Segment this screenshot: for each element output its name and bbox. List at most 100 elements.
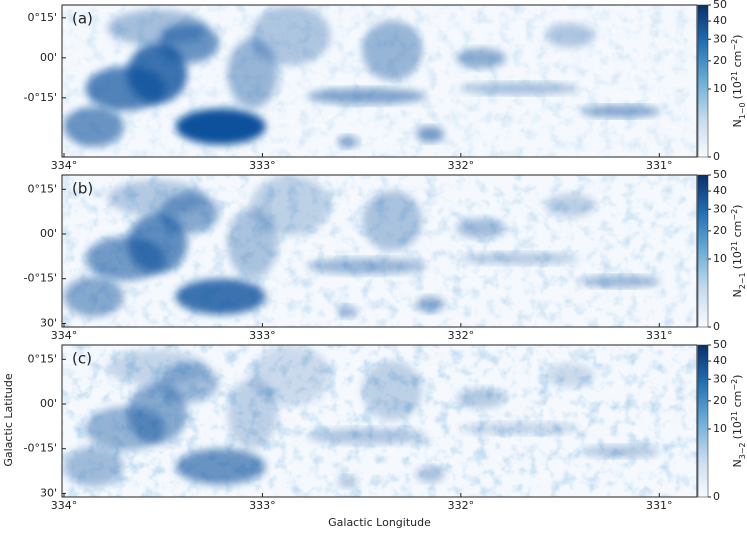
map-image [62,5,697,157]
colorbar-label-part: N [731,289,744,297]
x-tick-label: 332° [448,329,475,342]
colorbar-tick-label: 10 [713,252,727,265]
colorbar-tick-label: 50 [713,168,727,181]
map-feature [362,360,423,421]
y-tick-label: -0°15' [24,272,58,285]
map-image [62,175,697,327]
map-image [62,345,697,497]
map-feature [362,190,423,251]
y-tick-label: 00' [40,397,57,410]
map-feature [459,252,580,265]
plot-frame [61,174,698,328]
colorbar-tick-label: 50 [713,338,727,351]
colorbar-label-part: 1−0 [738,102,747,119]
x-tick-label: 334° [51,499,78,512]
colorbar-tick-label: 30 [713,372,727,385]
map-feature [580,275,661,288]
colorbar-tick-label: 20 [713,224,727,237]
colorbar-tick-label: 20 [713,394,727,407]
colorbar-tick-label: 0 [713,320,720,333]
panel-label: (c) [72,350,92,368]
colorbar-tick-label: 10 [713,422,727,435]
x-tick-label: 331° [646,329,673,342]
map-feature [107,179,208,216]
colorbar-label-part: −2 [730,379,739,391]
panel-label: (a) [72,10,93,28]
colorbar-label-part: 21 [730,411,739,421]
colorbar-tick-label: 10 [713,82,727,95]
map-feature [337,135,358,148]
map-feature [175,108,266,145]
plot-frame [61,4,698,158]
y-tick-label: -0°15' [24,91,58,104]
colorbar-label-part: −2 [730,209,739,221]
map-feature [63,446,124,487]
map-feature [545,23,595,48]
y-tick-label: 00' [40,51,57,64]
map-feature [306,88,427,105]
colorbar-label-part: ) [731,375,744,379]
y-tick-label: 30' [40,486,57,499]
map-feature [175,278,266,315]
colorbar-tick-label: 20 [713,54,727,67]
colorbar-label-part: 21 [730,71,739,81]
x-axis-label: Galactic Longitude [328,516,431,529]
map-feature [306,258,427,275]
x-tick-label: 333° [249,159,276,172]
y-tick-label: 00' [40,227,57,240]
x-tick-label: 332° [448,159,475,172]
colorbar-label-part: 3−2 [738,442,747,459]
colorbar-tick-label: 30 [713,32,727,45]
x-tick-label: 334° [51,159,78,172]
map-feature [456,388,507,409]
y-axis-label: Galactic Latitude [2,373,15,467]
panel: 334° 333° 332° 331°0°15'00'-0°15'30'(c)0102… [2,338,747,529]
map-feature [456,218,507,239]
colorbar-label-part: ) [731,35,744,39]
map-feature [250,175,331,236]
colorbar [697,4,709,158]
map-feature [63,106,124,147]
map-feature [545,363,595,388]
map-feature [337,475,358,488]
map-feature [306,428,427,445]
colorbar-tick-label: 50 [713,0,727,11]
colorbar [697,174,709,328]
map-feature [545,193,595,218]
map-feature [337,305,358,318]
map-feature [416,466,445,483]
x-tick-label: 333° [249,499,276,512]
colorbar-label-part: N [731,459,744,467]
map-feature [416,126,445,143]
colorbar-label: N3−2 (1021 cm−2) [730,375,747,468]
x-tick-label: 334° [51,329,78,342]
colorbar-tick-label: 40 [713,14,727,27]
panel: 334° 333° 332° 331° 0°15' 00' -0°15' (a) 0 10 20 30… [24,0,747,172]
colorbar-tick-label: 0 [713,150,720,163]
colorbar-label-part: (10 [731,81,744,99]
map-feature [63,276,124,317]
colorbar-label-part: −2 [730,39,739,51]
map-feature [250,5,331,66]
x-tick-label: 333° [249,329,276,342]
colorbar-tick-label: 40 [713,354,727,367]
colorbar-label-part: ) [731,205,744,209]
colorbar-label-part: N [731,119,744,127]
colorbar-label-part: cm [731,391,744,411]
y-tick-label: 0°15' [27,11,57,24]
panel: 334° 333° 332° 331°0°15'00'-0°15'30'(b)0102… [24,168,747,342]
x-tick-label: 331° [646,159,673,172]
colorbar-label-part: cm [731,51,744,71]
colorbar-label: N1−0 (1021 cm−2) [730,35,747,128]
map-feature [459,422,580,435]
colorbar-label-part: 2−1 [738,272,747,289]
colorbar-tick-label: 30 [713,202,727,215]
map-feature [456,48,507,69]
map-feature [175,448,266,485]
colorbar-tick-label: 0 [713,490,720,503]
y-tick-label: 0°15' [27,182,57,195]
map-feature [580,445,661,458]
colorbar-label-part: 21 [730,241,739,251]
